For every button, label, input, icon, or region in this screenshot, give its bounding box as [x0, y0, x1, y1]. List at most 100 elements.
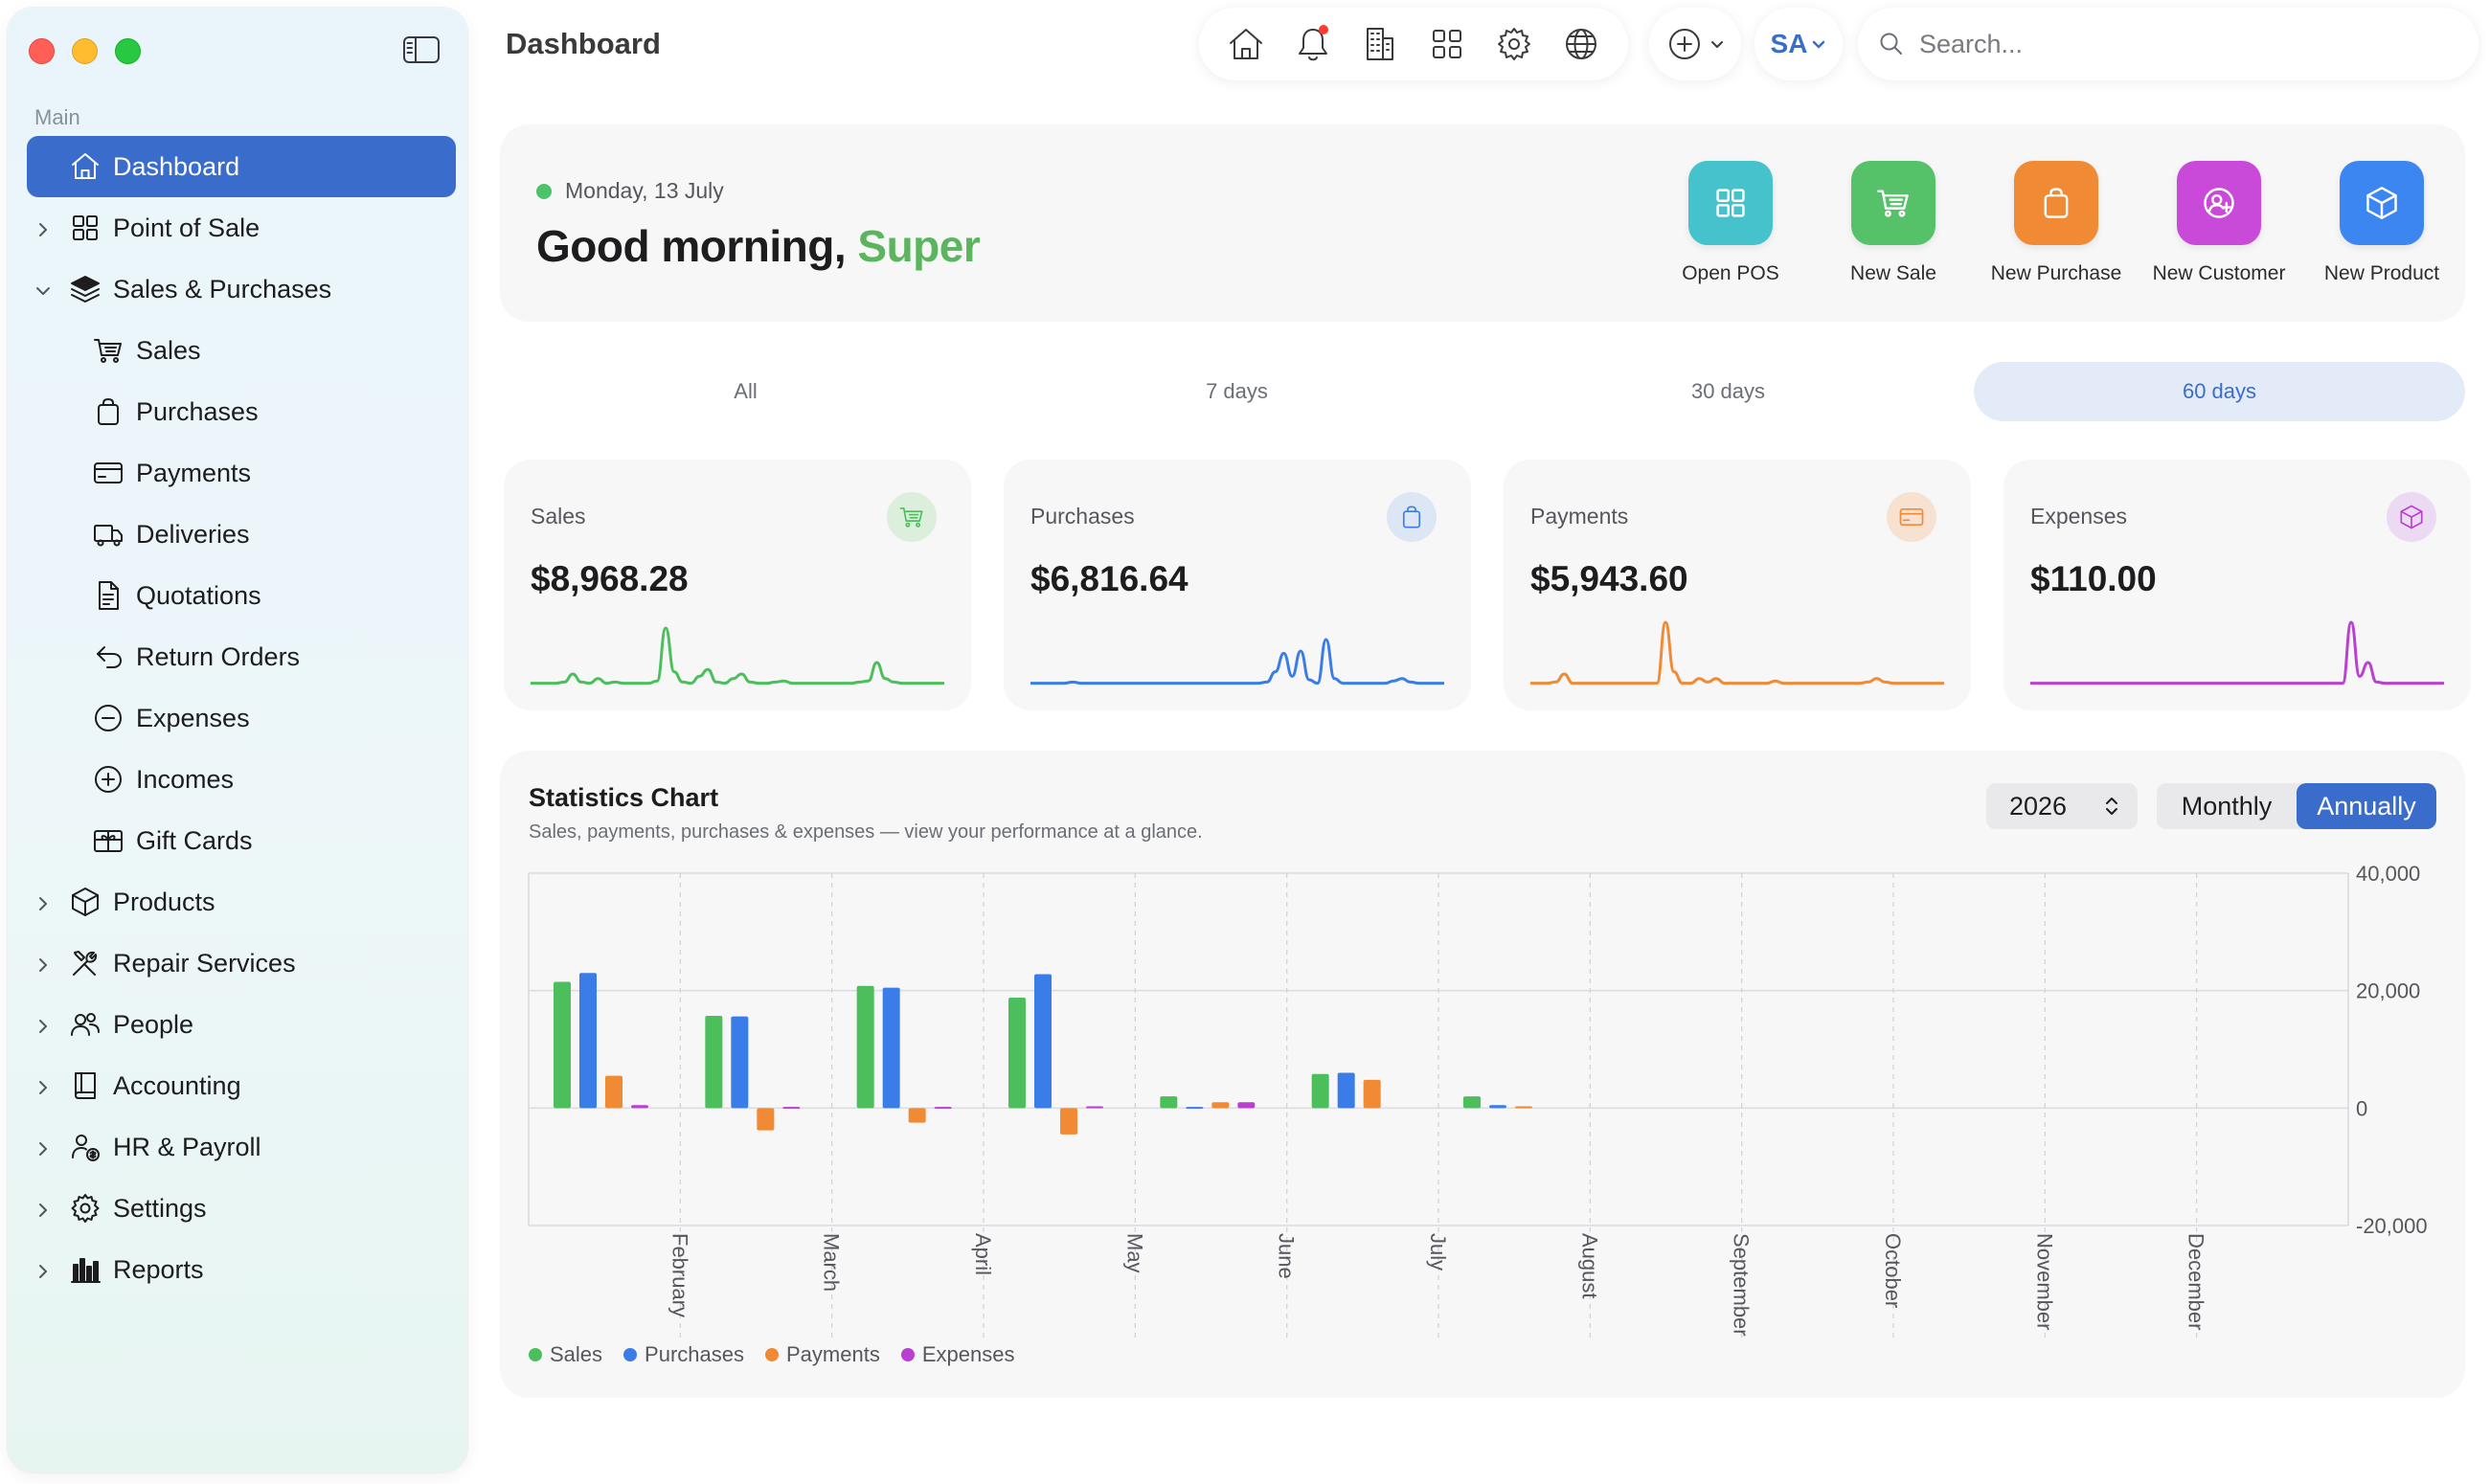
sidebar-item-dashboard[interactable]: Dashboard [27, 136, 456, 197]
range-tab-30-days[interactable]: 30 days [1690, 379, 1766, 403]
stat-card-purchases[interactable]: Purchases $6,816.64 [1004, 460, 1471, 710]
sidebar-item-products[interactable]: Products [27, 871, 456, 933]
sidebar-item-purchases[interactable]: Purchases [27, 381, 456, 442]
bar-expenses-march[interactable] [934, 1107, 952, 1110]
add-menu-button[interactable] [1649, 8, 1741, 80]
bar-sales-january[interactable] [554, 981, 571, 1109]
greeting-card: Monday, 13 July Good morning, Super Open… [500, 124, 2465, 322]
apps-grid-icon[interactable] [1426, 23, 1468, 65]
sidebar-item-point-of-sale[interactable]: Point of Sale [27, 197, 456, 259]
bag-icon [92, 395, 124, 428]
chevron-right-icon[interactable] [33, 1075, 54, 1096]
grid-icon[interactable] [1688, 161, 1773, 245]
box-icon[interactable] [2340, 161, 2424, 245]
bar-purchases-april[interactable] [1034, 974, 1052, 1109]
bar-sales-may[interactable] [1160, 1096, 1178, 1109]
sidebar-item-incomes[interactable]: Incomes [27, 749, 456, 810]
bar-purchases-may[interactable] [1186, 1107, 1204, 1110]
chevron-right-icon[interactable] [33, 217, 54, 238]
chevron-right-icon[interactable] [33, 1259, 54, 1280]
minimize-window-button[interactable] [72, 38, 98, 64]
bar-sales-april[interactable] [1008, 998, 1026, 1109]
zoom-window-button[interactable] [115, 38, 141, 64]
bar-purchases-february[interactable] [731, 1016, 749, 1109]
sidebar-item-return-orders[interactable]: Return Orders [27, 626, 456, 687]
gear-icon[interactable] [1493, 23, 1535, 65]
chevron-down-icon[interactable] [33, 279, 54, 300]
bar-expenses-february[interactable] [782, 1107, 801, 1110]
sidebar-item-sales-purchases[interactable]: Sales & Purchases [27, 259, 456, 320]
chevron-right-icon[interactable] [33, 953, 54, 974]
period-annually-button[interactable]: Annually [2297, 783, 2436, 829]
bar-payments-january[interactable] [605, 1075, 622, 1109]
bar-purchases-july[interactable] [1489, 1105, 1506, 1109]
bar-payments-february[interactable] [757, 1108, 775, 1131]
chevron-right-icon[interactable] [33, 1014, 54, 1035]
chevron-right-icon[interactable] [33, 1198, 54, 1219]
legend-item-payments[interactable]: Payments [765, 1342, 880, 1367]
quick-action-open-pos[interactable]: Open POS [1649, 161, 1812, 285]
globe-icon[interactable] [1560, 23, 1602, 65]
legend-item-expenses[interactable]: Expenses [900, 1342, 1014, 1367]
range-tab-60-days[interactable]: 60 days [1974, 362, 2465, 421]
quick-action-new-purchase[interactable]: New Purchase [1975, 161, 2138, 285]
sidebar-item-payments[interactable]: Payments [27, 442, 456, 504]
bar-expenses-january[interactable] [631, 1105, 648, 1109]
book-icon [69, 1069, 102, 1102]
legend-item-purchases[interactable]: Purchases [623, 1342, 744, 1367]
cart-icon[interactable] [1851, 161, 1935, 245]
sidebar-item-hr-payroll[interactable]: HR & Payroll [27, 1116, 456, 1178]
sidebar-item-gift-cards[interactable]: Gift Cards [27, 810, 456, 871]
bar-payments-july[interactable] [1515, 1106, 1532, 1109]
quick-action-new-product[interactable]: New Product [2300, 161, 2463, 285]
bar-sales-july[interactable] [1463, 1096, 1481, 1109]
bag-icon[interactable] [2014, 161, 2098, 245]
bar-payments-march[interactable] [908, 1108, 926, 1123]
sidebar-item-repair-services[interactable]: Repair Services [27, 933, 456, 994]
legend-dot [623, 1348, 638, 1361]
bar-payments-april[interactable] [1060, 1108, 1077, 1135]
sidebar-item-deliveries[interactable]: Deliveries [27, 504, 456, 565]
range-tab-7-days[interactable]: 7 days [1206, 379, 1268, 403]
user-menu-button[interactable]: SA [1754, 8, 1843, 80]
chevron-right-icon[interactable] [33, 891, 54, 912]
stat-card-payments[interactable]: Payments $5,943.60 [1504, 460, 1971, 710]
bar-sales-march[interactable] [856, 985, 874, 1109]
statistics-chart: 40,000 20,000 0 -20,000 February March April Ma… [528, 862, 2428, 1338]
user-add-icon[interactable] [2177, 161, 2261, 245]
bell-icon[interactable] [1292, 23, 1334, 65]
bar-expenses-april[interactable] [1086, 1106, 1103, 1109]
sidebar-item-people[interactable]: People [27, 994, 456, 1055]
sidebar-item-accounting[interactable]: Accounting [27, 1055, 456, 1116]
stat-card-sales[interactable]: Sales $8,968.28 [504, 460, 971, 710]
quick-action-new-customer[interactable]: New Customer [2138, 161, 2300, 285]
chevron-right-icon[interactable] [33, 1136, 54, 1158]
bar-sales-june[interactable] [1311, 1073, 1329, 1109]
minus-circle-icon [92, 702, 124, 734]
sidebar-item-reports[interactable]: Reports [27, 1239, 456, 1300]
bar-payments-may[interactable] [1211, 1102, 1230, 1109]
bar-expenses-may[interactable] [1237, 1102, 1256, 1109]
period-monthly-button[interactable]: Monthly [2181, 791, 2273, 821]
sidebar-item-expenses[interactable]: Expenses [27, 687, 456, 749]
search-input[interactable] [1919, 29, 2456, 59]
sidebar-toggle-icon[interactable] [402, 34, 441, 65]
sidebar-item-quotations[interactable]: Quotations [27, 565, 456, 626]
bar-purchases-june[interactable] [1337, 1072, 1355, 1109]
sidebar-item-sales[interactable]: Sales [27, 320, 456, 381]
sparkline-path [531, 626, 944, 686]
bar-sales-february[interactable] [705, 1016, 723, 1109]
stat-card-expenses[interactable]: Expenses $110.00 [2003, 460, 2471, 710]
legend-item-sales[interactable]: Sales [529, 1342, 602, 1367]
close-window-button[interactable] [29, 38, 55, 64]
home-icon[interactable] [1225, 23, 1267, 65]
quick-action-new-sale[interactable]: New Sale [1812, 161, 1975, 285]
bar-payments-june[interactable] [1363, 1079, 1381, 1109]
building-icon[interactable] [1359, 23, 1401, 65]
year-select[interactable]: 2026 [1986, 783, 2138, 829]
y-tick-label: 0 [2356, 1096, 2367, 1120]
range-tab-all[interactable]: All [734, 379, 758, 403]
bar-purchases-january[interactable] [579, 973, 597, 1109]
bar-purchases-march[interactable] [882, 987, 900, 1109]
sidebar-item-settings[interactable]: Settings [27, 1178, 456, 1239]
